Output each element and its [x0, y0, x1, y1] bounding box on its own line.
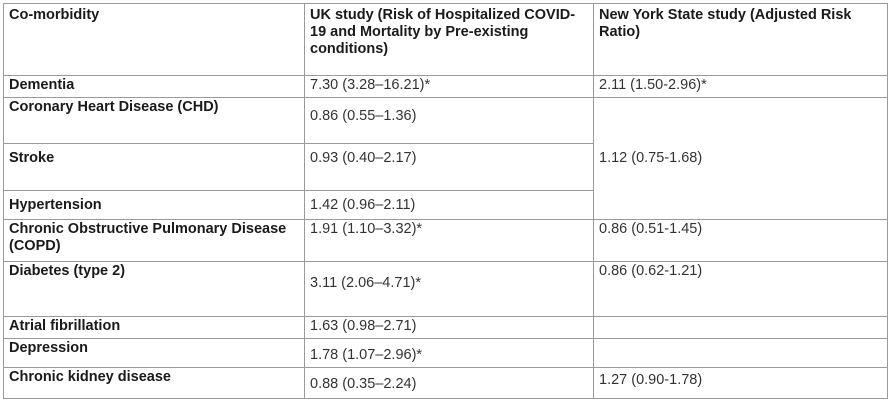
- ny-empty-cell: [593, 338, 888, 368]
- ny-value-cell: 0.86 (0.51-1.45): [593, 219, 888, 262]
- condition-cell: Diabetes (type 2): [3, 261, 305, 317]
- table-row: Atrial fibrillation 1.63 (0.98–2.71): [3, 316, 888, 339]
- uk-value-cell: 3.11 (2.06–4.71)*: [304, 261, 594, 317]
- ny-value-cell: 0.86 (0.62-1.21): [593, 261, 888, 317]
- condition-cell: Coronary Heart Disease (CHD): [3, 97, 305, 144]
- condition-cell: Hypertension: [3, 190, 305, 220]
- condition-cell: Chronic Obstructive Pulmonary Disease (C…: [3, 219, 305, 262]
- ny-merged-value-cell: 1.12 (0.75-1.68): [593, 97, 888, 220]
- uk-value-cell: 0.93 (0.40–2.17): [304, 143, 594, 191]
- condition-cell: Atrial fibrillation: [3, 316, 305, 339]
- ny-empty-cell: [593, 316, 888, 339]
- ny-value-cell: 1.27 (0.90-1.78): [593, 367, 888, 399]
- table-row: Chronic Obstructive Pulmonary Disease (C…: [3, 219, 888, 262]
- table-row: Dementia 7.30 (3.28–16.21)* 2.11 (1.50-2…: [3, 75, 888, 98]
- condition-cell: Chronic kidney disease: [3, 367, 305, 399]
- table-row: Stroke 0.93 (0.40–2.17): [3, 143, 888, 191]
- condition-cell: Stroke: [3, 143, 305, 191]
- table-row: Coronary Heart Disease (CHD) 0.86 (0.55–…: [3, 97, 888, 220]
- uk-value-cell: 1.78 (1.07–2.96)*: [304, 338, 594, 368]
- table-row: Depression 1.78 (1.07–2.96)*: [3, 338, 888, 368]
- header-uk-study: UK study (Risk of Hospitalized COVID-19 …: [304, 3, 594, 76]
- uk-value-cell: 7.30 (3.28–16.21)*: [304, 75, 594, 98]
- table-row: Chronic kidney disease 0.88 (0.35–2.24) …: [3, 367, 888, 399]
- header-comorbidity: Co-morbidity: [3, 3, 305, 76]
- condition-cell: Dementia: [3, 75, 305, 98]
- comorbidity-table: Co-morbidity UK study (Risk of Hospitali…: [3, 3, 888, 399]
- uk-value-cell: 1.91 (1.10–3.32)*: [304, 219, 594, 262]
- ny-value-cell: 2.11 (1.50-2.96)*: [593, 75, 888, 98]
- uk-value-cell: 0.86 (0.55–1.36): [304, 97, 594, 144]
- header-row: Co-morbidity UK study (Risk of Hospitali…: [3, 3, 888, 76]
- table-row: Hypertension 1.42 (0.96–2.11): [3, 190, 888, 220]
- uk-value-cell: 0.88 (0.35–2.24): [304, 367, 594, 399]
- header-ny-study: New York State study (Adjusted Risk Rati…: [593, 3, 888, 76]
- uk-value-cell: 1.42 (0.96–2.11): [304, 190, 594, 220]
- table-row: Diabetes (type 2) 3.11 (2.06–4.71)* 0.86…: [3, 261, 888, 317]
- condition-cell: Depression: [3, 338, 305, 368]
- uk-value-cell: 1.63 (0.98–2.71): [304, 316, 594, 339]
